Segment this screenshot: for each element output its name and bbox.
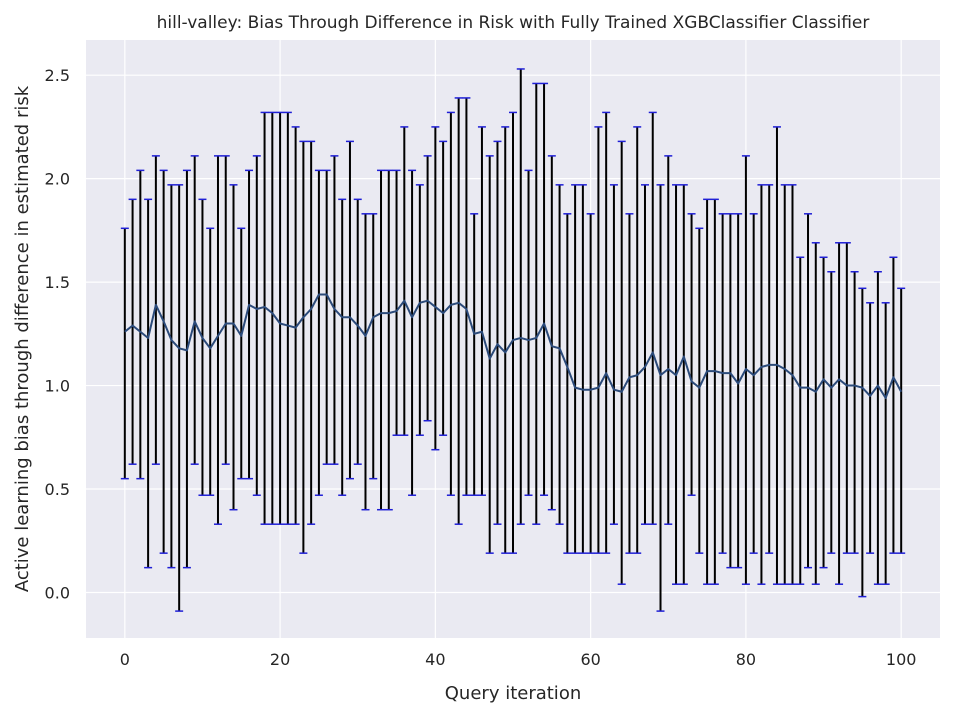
y-tick-label: 1.0 [45,377,70,396]
y-tick-label: 0.0 [45,583,70,602]
y-tick-label: 1.5 [45,273,70,292]
mean-bias-line [124,293,903,399]
x-tick-label: 100 [886,650,917,669]
x-tick-label: 0 [120,650,130,669]
error-bars [120,68,906,612]
y-tick-label: 2.5 [45,66,70,85]
x-tick-label: 40 [425,650,445,669]
x-tick-label: 60 [580,650,600,669]
x-tick-label: 80 [736,650,756,669]
chart-title: hill-valley: Bias Through Difference in … [157,13,870,33]
y-tick-label: 2.0 [45,170,70,189]
x-axis-label: Query iteration [445,683,581,704]
tick-labels: 0 20 40 60 80 100 0.0 0.5 1.0 1.5 2.0 2.5 [45,66,917,669]
y-axis-label: Active learning bias through difference … [12,85,33,592]
x-tick-label: 20 [270,650,290,669]
y-tick-label: 0.5 [45,480,70,499]
mean-line-layer [124,293,903,399]
